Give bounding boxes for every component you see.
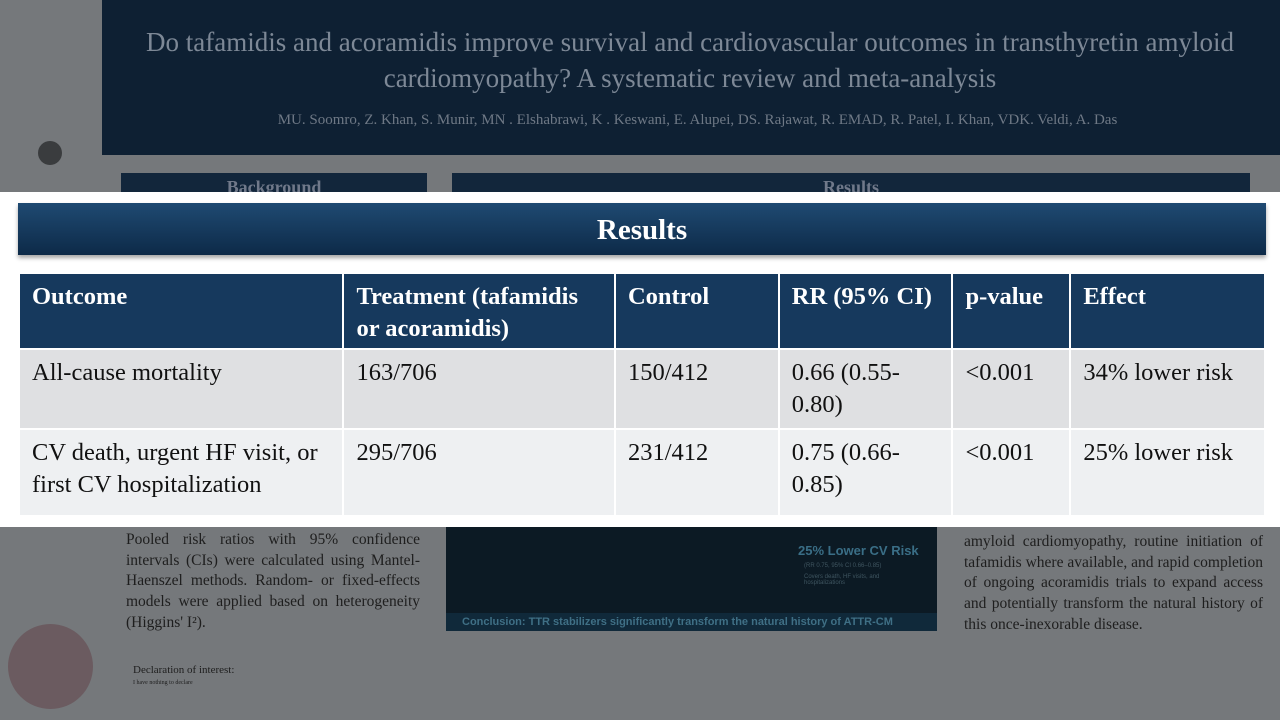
callout-stat: (RR 0.75, 95% CI 0.66–0.85) [804, 563, 882, 569]
table-cell: 0.66 (0.55-0.80) [777, 348, 954, 430]
declaration-heading: Declaration of interest: [133, 664, 235, 676]
results-table: Outcome Treatment (tafamidis or acoramidi… [17, 272, 1266, 517]
header-cell: Effect [1069, 272, 1266, 350]
callout-note: Covers death, HF visits, and hospitaliza… [804, 574, 880, 586]
header-cell: RR (95% CI) [777, 272, 954, 350]
figure: 25% Lower CV Risk (RR 0.75, 95% CI 0.66–… [446, 527, 937, 631]
table-cell: 231/412 [613, 428, 780, 517]
header-cell: p-value [951, 272, 1072, 350]
table-cell: 25% lower risk [1069, 428, 1266, 517]
decor-dot [38, 141, 62, 165]
table-cell: CV death, urgent HF visit, or first CV h… [17, 428, 345, 517]
table-cell: 163/706 [342, 348, 616, 430]
table-cell: All-cause mortality [17, 348, 345, 430]
header-cell: Control [613, 272, 780, 350]
authors: MU. Soomro, Z. Khan, S. Munir, MN . Elsh… [277, 112, 1118, 128]
header-row: Outcome Treatment (tafamidis or acoramidi… [17, 272, 1266, 350]
methods-text: Pooled risk ratios with 95% confidence i… [126, 531, 420, 631]
figure-conclusion: Conclusion: TTR stabilizers significantl… [446, 613, 937, 631]
table-cell: <0.001 [951, 428, 1072, 517]
table-cell: <0.001 [951, 348, 1072, 430]
poster-title: Do tafamidis and acoramidis improve surv… [146, 27, 1234, 93]
logo [8, 624, 93, 709]
callout-title: 25% Lower CV Risk [798, 543, 919, 558]
poster-header [102, 0, 1280, 155]
overlay-title: Results [18, 203, 1266, 255]
header-cell: Outcome [17, 272, 345, 350]
table-cell: 150/412 [613, 348, 780, 430]
header-cell: Treatment (tafamidis or acoramidis) [342, 272, 616, 350]
declaration-text: I have nothing to declare [133, 680, 193, 686]
table-row: CV death, urgent HF visit, or first CV h… [17, 428, 1266, 517]
table-cell: 34% lower risk [1069, 348, 1266, 430]
table-row: All-cause mortality 163/706 150/412 0.66 (0… [17, 348, 1266, 430]
table-cell: 295/706 [342, 428, 616, 517]
conclusion-text: amyloid cardiomyopathy, routine initiati… [964, 533, 1263, 633]
table-cell: 0.75 (0.66-0.85) [777, 428, 954, 517]
